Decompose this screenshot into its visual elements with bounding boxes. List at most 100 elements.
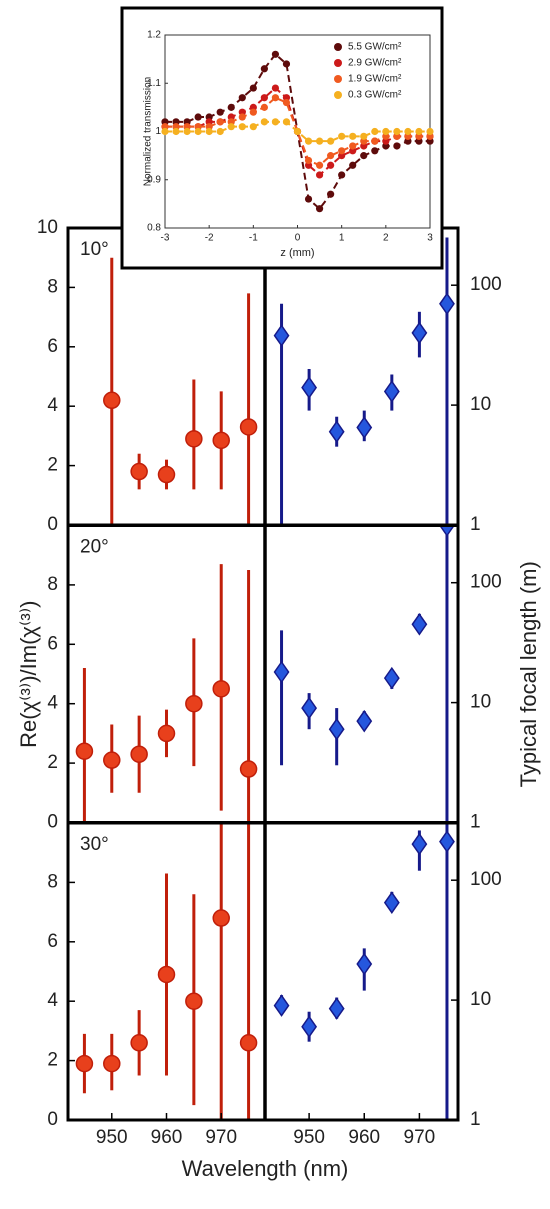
marker (301, 1015, 318, 1039)
y-tick-label: 4 (47, 693, 58, 714)
panel (273, 823, 455, 1120)
y-tick-label: 4 (47, 990, 58, 1011)
data-point (282, 60, 291, 68)
y-tick-label: 1.2 (147, 30, 161, 41)
data-point (349, 132, 357, 140)
y-tick-label: 2 (47, 455, 58, 476)
marker (239, 418, 258, 436)
data-point (194, 113, 202, 121)
data-point (282, 98, 291, 107)
y-tick-label: 10 (470, 394, 491, 415)
x-tick-label: 960 (348, 1127, 380, 1148)
y-axis-label: Normalized transmission (143, 77, 154, 186)
data-point (216, 108, 224, 116)
marker (328, 997, 345, 1020)
marker (356, 952, 373, 976)
y-tick-label: 6 (47, 633, 58, 654)
data-point (271, 94, 280, 102)
marker (356, 416, 373, 439)
marker (239, 1034, 258, 1052)
data-point (194, 127, 202, 136)
data-point (260, 118, 268, 126)
legend-marker (334, 59, 342, 67)
y-tick-label: 1 (470, 812, 481, 833)
marker (411, 832, 428, 856)
y-tick-label: 0.9 (147, 174, 161, 185)
data-point (205, 127, 213, 136)
y-tick-label: 100 (470, 572, 502, 593)
marker (157, 965, 176, 984)
y-tick-label: 10 (470, 989, 491, 1010)
y-tick-label: 1 (155, 126, 161, 137)
panel (75, 823, 258, 1120)
x-tick-label: -1 (249, 233, 258, 244)
x-tick-label: 950 (293, 1127, 325, 1148)
y-tick-label: 0 (47, 1109, 58, 1130)
marker (273, 994, 290, 1017)
y-tick-label: 0.8 (147, 223, 161, 234)
marker (130, 745, 148, 763)
legend-marker (334, 43, 342, 51)
marker (239, 760, 258, 778)
marker (130, 462, 148, 481)
y-tick-label: 1 (470, 514, 481, 535)
x-tick-label: -2 (205, 233, 214, 244)
panel-frame (263, 821, 460, 1122)
data-point (304, 195, 313, 203)
data-point (327, 152, 335, 160)
marker (75, 1054, 94, 1073)
data-point (293, 127, 302, 136)
data-point (349, 161, 357, 169)
data-point (260, 103, 268, 111)
data-point (360, 152, 368, 160)
data-point (327, 161, 335, 169)
data-point (216, 127, 224, 136)
panel (273, 237, 455, 525)
marker (273, 660, 290, 684)
marker (212, 909, 230, 927)
y-tick-label: 2 (47, 1050, 58, 1071)
x-tick-label: 970 (205, 1127, 237, 1148)
data-point (382, 127, 390, 136)
data-point (183, 127, 191, 136)
data-point (415, 127, 423, 136)
y-tick-label: 6 (47, 931, 58, 952)
data-point (371, 137, 379, 145)
marker (439, 292, 455, 316)
data-point (315, 205, 324, 213)
y-tick-label: 1.1 (147, 78, 161, 89)
data-point (216, 118, 224, 126)
marker (273, 324, 290, 347)
data-point (338, 132, 346, 140)
y-tick-label: 6 (47, 336, 58, 357)
x-tick-label: 2 (383, 233, 389, 244)
marker (185, 992, 203, 1010)
data-point (338, 171, 346, 179)
x-tick-label: -3 (161, 233, 170, 244)
data-point (161, 127, 169, 136)
data-point (282, 118, 291, 126)
y-tick-label: 4 (47, 395, 58, 416)
marker (411, 612, 428, 636)
data-point (227, 123, 235, 131)
data-point (249, 108, 257, 116)
legend-label: 5.5 GW/cm² (348, 42, 402, 53)
legend-label: 1.9 GW/cm² (348, 74, 402, 85)
x-tick-label: 970 (404, 1127, 436, 1148)
marker (212, 431, 230, 450)
legend-label: 2.9 GW/cm² (348, 58, 402, 69)
x-tick-label: 1 (339, 233, 345, 244)
data-point (238, 123, 246, 131)
data-point (304, 137, 313, 145)
data-point (393, 142, 401, 150)
marker (157, 724, 176, 743)
marker (103, 391, 121, 410)
y-tick-label: 2 (47, 752, 58, 773)
marker (130, 1034, 148, 1052)
panel-label: 20° (80, 537, 109, 558)
x-tick-label: 950 (96, 1127, 128, 1148)
data-point (238, 113, 246, 121)
data-point (249, 123, 257, 131)
panel-frame (263, 226, 460, 527)
data-point (260, 65, 268, 73)
